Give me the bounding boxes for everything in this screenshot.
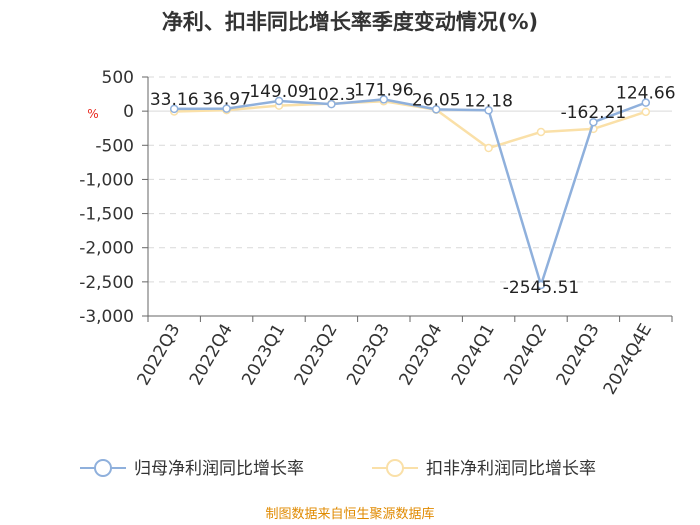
legend-marker bbox=[94, 459, 112, 477]
y-tick-label: -2,000 bbox=[79, 239, 134, 259]
data-point bbox=[169, 104, 179, 114]
data-point bbox=[484, 106, 493, 115]
data-point bbox=[641, 98, 651, 107]
legend-marker bbox=[386, 459, 404, 477]
series-line bbox=[174, 98, 647, 287]
x-tick-label: 2023Q3 bbox=[343, 321, 394, 389]
x-tick-label: 2022Q4 bbox=[186, 321, 237, 389]
y-tick-label: 0 bbox=[123, 102, 134, 122]
data-label: 149.09 bbox=[249, 82, 308, 102]
x-tick-label: 2022Q3 bbox=[133, 321, 184, 389]
legend-label: 扣非净利润同比增长率 bbox=[426, 459, 596, 479]
data-label: -2545.51 bbox=[503, 278, 579, 298]
x-tick-label: 2024Q3 bbox=[553, 321, 604, 389]
data-point bbox=[641, 107, 651, 117]
data-point bbox=[431, 105, 441, 114]
data-point bbox=[327, 99, 336, 109]
data-label: 171.96 bbox=[354, 80, 413, 100]
y-tick-label: -500 bbox=[95, 136, 134, 156]
x-tick-label: 2024Q1 bbox=[448, 320, 499, 388]
data-label: 12.18 bbox=[464, 91, 513, 111]
legend: 归母净利润同比增长率 扣非净利润同比增长率 bbox=[80, 459, 596, 479]
data-label: -162.21 bbox=[561, 103, 627, 123]
y-tick-label: -1,500 bbox=[79, 205, 134, 225]
y-tick-label: -3,000 bbox=[79, 307, 134, 327]
data-point bbox=[536, 280, 546, 290]
data-point bbox=[274, 96, 284, 106]
x-tick-label: 2023Q1 bbox=[238, 321, 289, 389]
data-label: 33.16 bbox=[150, 90, 199, 110]
chart-title: 净利、扣非同比增长率季度变动情况(%) bbox=[162, 10, 538, 34]
data-label: 124.66 bbox=[616, 84, 675, 104]
data-point bbox=[589, 117, 598, 127]
data-point bbox=[379, 95, 389, 104]
y-tick-label: -1,000 bbox=[79, 170, 134, 190]
data-point bbox=[222, 104, 231, 113]
series-lines bbox=[169, 95, 651, 290]
y-unit-label: % bbox=[87, 107, 98, 121]
y-tick-label: -2,500 bbox=[79, 273, 134, 293]
x-axis: 2022Q3 2022Q4 2023Q1 2023Q2 2023Q3 2023Q4 2024… bbox=[133, 315, 673, 399]
data-label: 36.97 bbox=[202, 90, 251, 110]
y-tick-label: 500 bbox=[102, 68, 134, 88]
source-note: 制图数据来自恒生聚源数据库 bbox=[265, 506, 434, 522]
grid-lines bbox=[148, 76, 672, 317]
y-axis: 500 0 -500 -1,000 -1,500 -2,000 -2,500 -3,000 bbox=[79, 68, 149, 327]
x-tick-label: 2024Q4E bbox=[600, 321, 656, 399]
data-label: 26.05 bbox=[412, 90, 461, 110]
data-label: 102.3 bbox=[307, 85, 356, 105]
legend-label: 归母净利润同比增长率 bbox=[134, 459, 304, 479]
x-tick-label: 2023Q4 bbox=[395, 321, 446, 389]
x-tick-label: 2023Q2 bbox=[291, 321, 342, 389]
data-point bbox=[484, 143, 493, 153]
x-tick-label: 2024Q2 bbox=[500, 321, 551, 389]
data-point bbox=[536, 127, 546, 137]
